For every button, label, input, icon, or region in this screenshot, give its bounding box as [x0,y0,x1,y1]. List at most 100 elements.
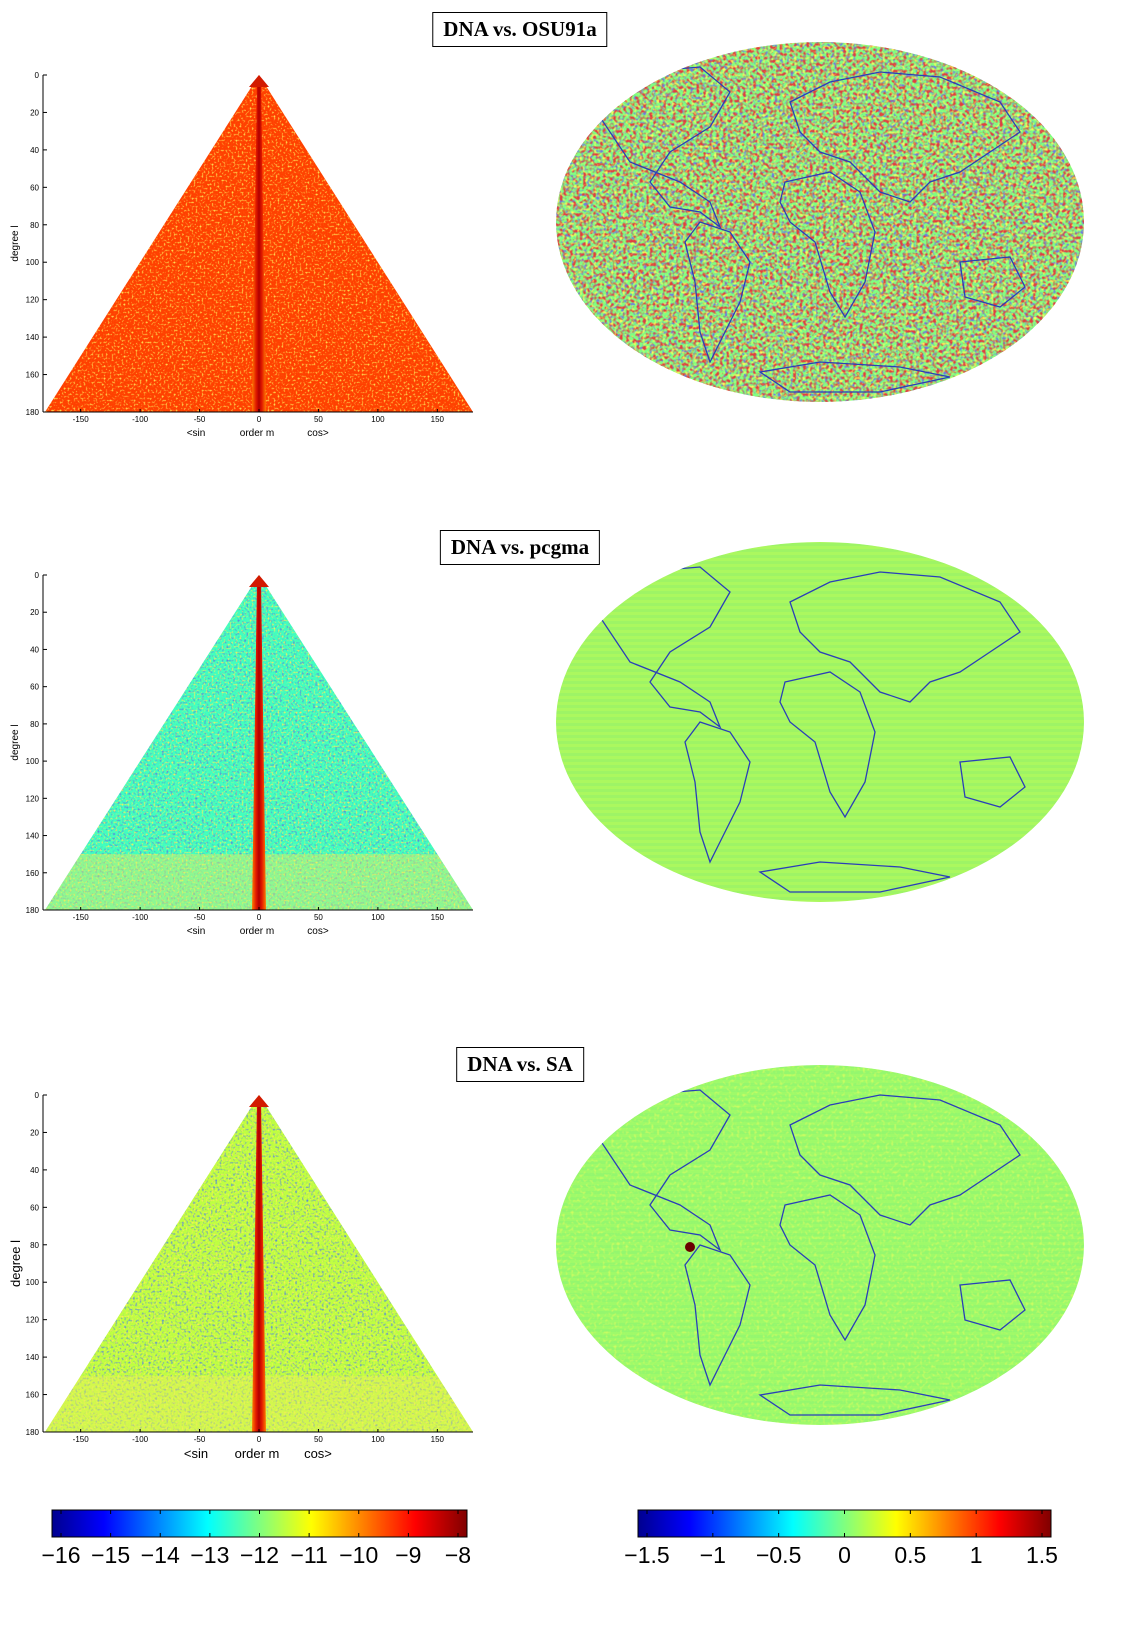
x-tick-label: 0 [257,913,262,922]
coastlines [589,1089,1026,1416]
y-tick-label: 60 [30,183,39,192]
y-tick-label: 80 [30,720,39,729]
y-tick-label: 120 [26,1316,40,1325]
colorbar-tick-label: 0.5 [894,1542,926,1568]
x-tick-label: 150 [431,1435,445,1444]
x-tick-label: 100 [371,1435,385,1444]
y-tick-label: 100 [26,757,40,766]
continent-outline [758,361,951,393]
x-axis-label-left: <sin [187,428,206,439]
map-stripes [556,542,1084,902]
x-tick-label: 150 [431,913,445,922]
continent-outline [589,566,731,729]
x-tick-label: -150 [73,913,90,922]
center-spike [252,581,266,910]
y-tick-label: 20 [30,108,39,117]
apex-marker [249,575,269,587]
x-axis-label: order m [235,1446,280,1461]
y-tick-label: 60 [30,683,39,692]
continent-outline [589,1089,731,1252]
continent-outline [959,756,1026,808]
y-tick-label: 140 [26,333,40,342]
continent-outline [589,66,731,229]
triangle-plot-1: 0 20 40 60 80 100 120 140 160 180 -150 -100 -50 0 50 10… [10,71,473,439]
panel-title-pcgma: DNA vs. pcgma [439,530,601,565]
colorbar-left: −16 −15 −14 −13 −12 −11 −10 −9 −8 [41,1509,471,1568]
y-tick-label: 20 [30,1128,39,1137]
colorbar-gradient [637,1509,1052,1538]
continent-outline [758,861,951,893]
x-tick-label: 100 [371,415,385,424]
colorbar-tick-label: −10 [339,1542,378,1568]
colorbar-right: −1.5 −1 −0.5 0 0.5 1 1.5 [624,1509,1058,1568]
y-axis-label: degree l [8,1240,23,1287]
colorbar-tick-label: −11 [290,1542,327,1568]
x-tick-label: 100 [371,913,385,922]
x-tick-label: 50 [314,415,323,424]
continent-outline [789,571,1021,703]
x-tick-label: -50 [194,415,206,424]
colorbar-tick-label: −16 [41,1542,80,1568]
x-tick-label: -150 [73,1435,90,1444]
colorbar-tick-label: −0.5 [756,1542,801,1568]
x-axis-label: order m [240,926,274,937]
x-tick-label: -150 [73,415,90,424]
y-tick-label: 160 [26,1391,40,1400]
x-tick-label: -50 [194,1435,206,1444]
colorbar-tick-label: 1 [970,1542,983,1568]
x-tick-label: 150 [431,415,445,424]
y-tick-label: 80 [30,221,39,230]
colorbar-tick-label: −9 [395,1542,421,1568]
world-map-3 [556,1065,1084,1425]
continent-outline [684,1244,751,1387]
colorbar-tick-label: 1.5 [1026,1542,1058,1568]
y-tick-label: 80 [30,1241,39,1250]
colorbar-tick-label: 0 [838,1542,851,1568]
coastlines [589,566,1026,893]
continent-outline [684,221,751,364]
continent-outline [789,1094,1021,1226]
y-tick-label: 0 [35,71,40,80]
colorbar-tick-label: −1.5 [624,1542,669,1568]
apex-marker [249,75,269,87]
map-noise-light [556,1065,1084,1425]
panel-title-sa: DNA vs. SA [456,1047,584,1082]
x-tick-label: 50 [314,913,323,922]
x-axis-label-right: cos> [304,1446,332,1461]
y-tick-label: 40 [30,146,39,155]
y-tick-label: 180 [26,1428,40,1437]
y-tick-label: 100 [26,1278,40,1287]
y-tick-label: 40 [30,1166,39,1175]
y-tick-label: 180 [26,906,40,915]
center-spike [252,1101,266,1432]
continent-outline [684,721,751,864]
x-axis-label-left: <sin [184,1446,208,1461]
continent-outline [758,1384,951,1416]
coastlines [589,66,1026,393]
y-tick-label: 20 [30,608,39,617]
colorbar-gradient [51,1509,468,1538]
x-tick-label: -100 [132,913,149,922]
y-axis-label: degree l [10,225,21,261]
apex-marker [249,1095,269,1107]
x-tick-label: -100 [132,1435,149,1444]
colorbar-tick-label: −14 [141,1542,180,1568]
continent-outline [959,1279,1026,1331]
x-axis-label-right: cos> [307,926,329,937]
colorbar-tick-label: −1 [700,1542,726,1568]
continent-outline [789,71,1021,203]
colorbar-tick-label: −12 [240,1542,279,1568]
x-axis-label: order m [240,428,274,439]
colorbar-tick-label: −8 [445,1542,471,1568]
y-tick-label: 160 [26,371,40,380]
triangle-plot-3: 0 20 40 60 80 100 120 140 160 180 -150 -100 -50 0 50 10… [8,1091,473,1461]
y-tick-label: 100 [26,258,40,267]
x-tick-label: -100 [132,415,149,424]
colorbar-tick-label: −15 [91,1542,130,1568]
x-tick-label: 0 [257,415,262,424]
x-tick-label: 50 [314,1435,323,1444]
y-tick-label: 120 [26,296,40,305]
x-tick-label: 0 [257,1435,262,1444]
center-spike [252,81,266,412]
